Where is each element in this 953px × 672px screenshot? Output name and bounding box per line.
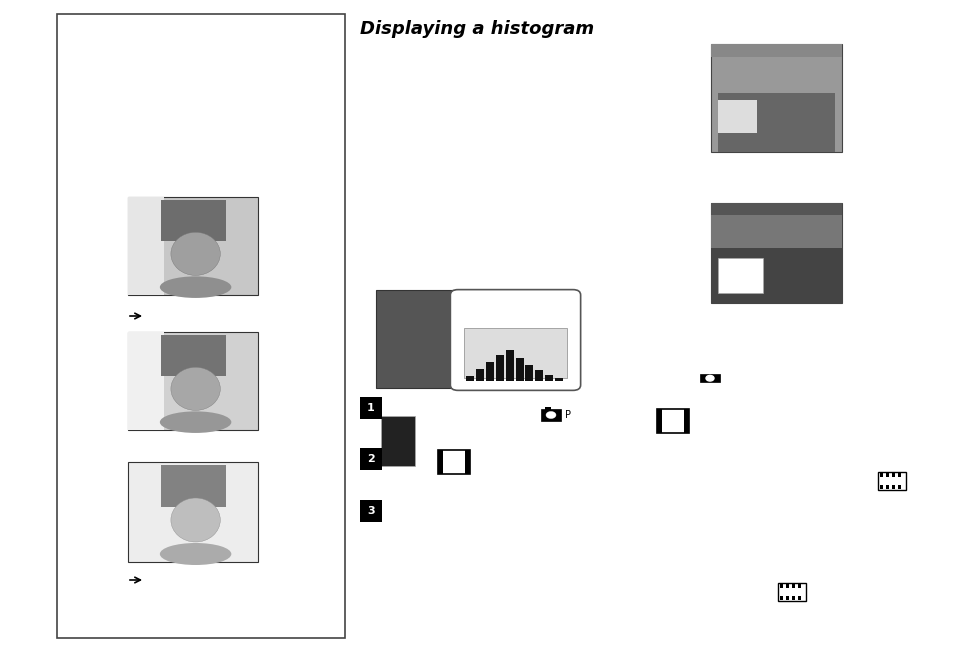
Ellipse shape: [160, 411, 232, 433]
Text: P: P: [564, 410, 571, 420]
Ellipse shape: [160, 543, 232, 565]
Bar: [778, 583, 805, 601]
Bar: [884, 472, 888, 477]
Bar: [496, 355, 503, 380]
Text: Displaying a histogram: Displaying a histogram: [359, 20, 594, 38]
Bar: [779, 596, 781, 601]
Bar: [160, 335, 225, 376]
Bar: [375, 290, 486, 388]
Bar: [791, 596, 794, 601]
Bar: [437, 450, 442, 474]
Bar: [717, 100, 756, 132]
Bar: [898, 485, 901, 489]
Bar: [544, 407, 551, 413]
Bar: [779, 583, 781, 588]
Bar: [128, 197, 257, 295]
Bar: [710, 44, 841, 57]
Bar: [476, 368, 483, 380]
Bar: [437, 450, 470, 474]
Bar: [463, 329, 567, 378]
Bar: [891, 485, 894, 489]
Bar: [160, 465, 225, 507]
Bar: [798, 596, 801, 601]
Bar: [898, 472, 901, 477]
Bar: [359, 397, 381, 419]
Bar: [505, 349, 513, 380]
Ellipse shape: [171, 368, 220, 411]
Bar: [785, 583, 788, 588]
Bar: [57, 14, 345, 638]
Bar: [785, 596, 788, 601]
Bar: [160, 200, 225, 241]
Bar: [879, 485, 882, 489]
Bar: [891, 472, 894, 477]
Text: 2: 2: [367, 454, 375, 464]
Bar: [657, 409, 661, 433]
Bar: [128, 462, 257, 562]
Bar: [710, 203, 841, 215]
Bar: [555, 378, 562, 380]
Bar: [464, 450, 470, 474]
Bar: [717, 93, 835, 152]
Bar: [128, 332, 164, 430]
Bar: [540, 409, 560, 421]
Bar: [359, 448, 381, 470]
Bar: [535, 370, 543, 380]
Ellipse shape: [171, 498, 220, 542]
Bar: [879, 472, 882, 477]
Bar: [877, 472, 905, 490]
Text: 3: 3: [367, 506, 375, 516]
Bar: [884, 485, 888, 489]
Bar: [380, 416, 415, 466]
FancyBboxPatch shape: [450, 290, 580, 390]
Bar: [466, 376, 474, 380]
Bar: [128, 332, 257, 430]
Bar: [798, 583, 801, 588]
Bar: [700, 374, 720, 382]
Bar: [710, 44, 841, 152]
Bar: [359, 501, 381, 522]
Bar: [710, 203, 841, 248]
Bar: [791, 583, 794, 588]
Bar: [683, 409, 688, 433]
Ellipse shape: [171, 233, 220, 276]
Bar: [657, 409, 688, 433]
Bar: [710, 203, 841, 303]
Bar: [525, 365, 533, 380]
Bar: [544, 376, 553, 380]
Bar: [485, 362, 494, 380]
Bar: [515, 358, 523, 380]
Text: 1: 1: [367, 403, 375, 413]
Bar: [717, 258, 762, 293]
Circle shape: [545, 411, 556, 419]
Circle shape: [705, 376, 713, 381]
Bar: [128, 197, 164, 295]
Ellipse shape: [160, 276, 232, 298]
